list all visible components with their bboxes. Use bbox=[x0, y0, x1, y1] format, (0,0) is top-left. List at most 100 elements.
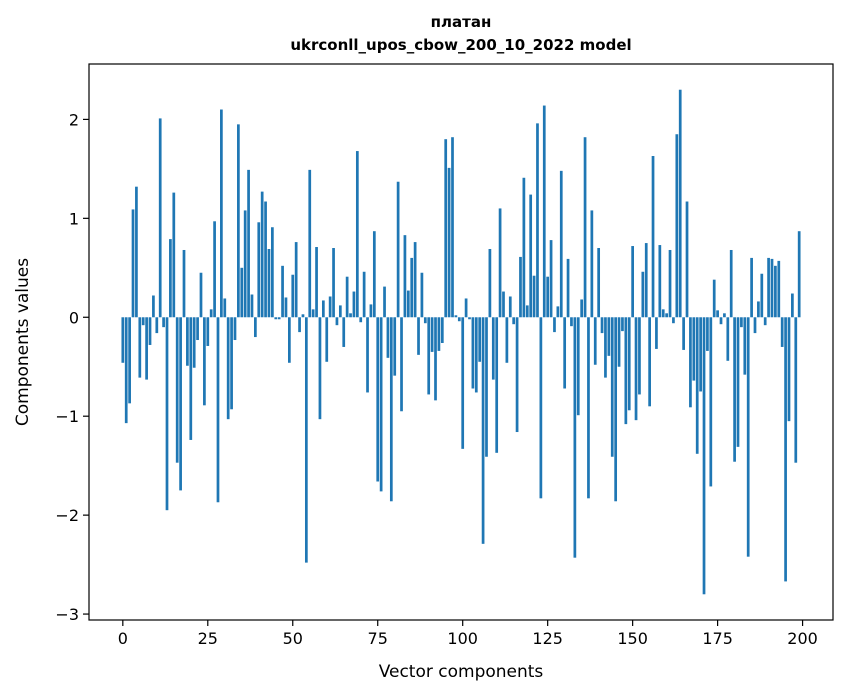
bar bbox=[706, 317, 709, 351]
y-tick-label: −2 bbox=[55, 506, 79, 525]
bar bbox=[665, 313, 668, 318]
bar bbox=[243, 210, 247, 318]
bar bbox=[719, 317, 723, 325]
bar bbox=[152, 295, 155, 318]
y-tick-label: 2 bbox=[69, 110, 79, 129]
bar bbox=[736, 317, 740, 447]
bar bbox=[777, 260, 781, 318]
bar bbox=[220, 109, 223, 318]
bar bbox=[196, 317, 199, 341]
bar bbox=[474, 317, 478, 393]
plot-frame bbox=[88, 63, 834, 621]
bar bbox=[128, 317, 131, 404]
bar bbox=[644, 243, 648, 318]
bar bbox=[321, 300, 325, 318]
bar bbox=[600, 317, 604, 334]
bar bbox=[325, 317, 329, 362]
bar bbox=[141, 317, 145, 326]
bar bbox=[135, 186, 138, 318]
bar bbox=[553, 317, 556, 333]
bar bbox=[525, 305, 529, 318]
bar bbox=[583, 137, 587, 318]
x-tick-label: 100 bbox=[447, 629, 478, 648]
bar bbox=[434, 317, 437, 401]
bar bbox=[702, 317, 706, 595]
bar bbox=[709, 317, 713, 487]
bar bbox=[413, 242, 417, 318]
bar bbox=[410, 257, 414, 318]
bar bbox=[281, 265, 284, 318]
bar bbox=[634, 317, 638, 421]
chart-title: платан bbox=[431, 13, 492, 31]
bar bbox=[478, 317, 482, 362]
bar bbox=[199, 272, 203, 318]
bar bbox=[495, 317, 499, 453]
bar bbox=[597, 248, 601, 318]
bar bbox=[332, 248, 335, 318]
bar bbox=[740, 317, 743, 328]
bar bbox=[607, 317, 611, 356]
bar bbox=[627, 317, 631, 411]
bar bbox=[271, 227, 274, 318]
bar bbox=[444, 139, 448, 318]
bar bbox=[454, 315, 458, 318]
bar bbox=[587, 317, 590, 499]
bar bbox=[342, 317, 346, 347]
bar bbox=[485, 317, 488, 457]
bar bbox=[393, 317, 397, 376]
bar bbox=[750, 257, 753, 318]
bar bbox=[233, 317, 237, 341]
bar bbox=[335, 317, 339, 326]
bar bbox=[763, 317, 767, 326]
bar bbox=[556, 306, 560, 318]
bar bbox=[338, 305, 342, 318]
bar bbox=[668, 249, 672, 318]
bar bbox=[403, 235, 407, 318]
bar bbox=[614, 317, 618, 502]
bar bbox=[787, 317, 791, 422]
bar bbox=[240, 267, 244, 318]
bar bbox=[189, 317, 193, 440]
bar bbox=[145, 317, 148, 380]
bar bbox=[406, 290, 410, 318]
bar bbox=[536, 123, 539, 318]
bar bbox=[301, 314, 305, 318]
bar bbox=[542, 105, 546, 318]
bar bbox=[315, 247, 318, 318]
bar bbox=[580, 299, 584, 318]
bar bbox=[566, 258, 570, 318]
bar bbox=[539, 317, 543, 499]
bar bbox=[641, 271, 645, 318]
bar bbox=[288, 317, 291, 363]
bar bbox=[791, 293, 794, 318]
bar bbox=[563, 317, 567, 389]
bar bbox=[726, 317, 730, 361]
x-tick-label: 125 bbox=[532, 629, 563, 648]
bar bbox=[733, 317, 736, 462]
bar bbox=[383, 286, 386, 318]
bar bbox=[311, 309, 315, 318]
bar bbox=[481, 317, 485, 544]
bar bbox=[689, 317, 692, 408]
bar bbox=[658, 245, 662, 318]
chart-subtitle: ukrconll_upos_cbow_200_10_2022 model bbox=[290, 36, 631, 54]
bar bbox=[165, 317, 169, 511]
bar bbox=[345, 276, 349, 318]
bar bbox=[797, 231, 801, 318]
bar bbox=[216, 317, 220, 503]
bar bbox=[784, 317, 787, 582]
bar bbox=[277, 317, 281, 320]
bar bbox=[491, 317, 495, 380]
bar bbox=[386, 317, 390, 358]
bar bbox=[148, 317, 152, 345]
bar bbox=[400, 317, 403, 412]
x-tick-label: 50 bbox=[283, 629, 303, 648]
bar bbox=[366, 317, 369, 393]
y-axis-label: Components values bbox=[13, 258, 33, 426]
bar bbox=[247, 169, 250, 318]
y-axis: −3 −2 −1 0 1 2 bbox=[55, 110, 89, 624]
bar bbox=[770, 258, 774, 318]
bar bbox=[223, 298, 227, 318]
bar bbox=[515, 317, 519, 433]
bar bbox=[512, 317, 516, 325]
